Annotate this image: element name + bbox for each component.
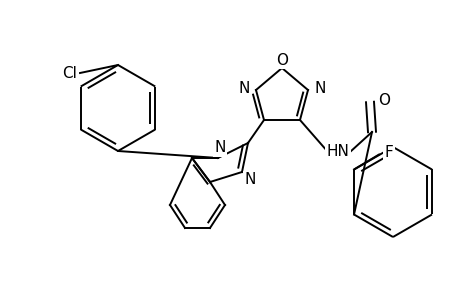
Text: N: N	[238, 80, 249, 95]
Text: O: O	[377, 92, 389, 107]
Text: N: N	[214, 140, 225, 155]
Text: F: F	[384, 145, 392, 160]
Text: O: O	[275, 52, 287, 68]
Text: HN: HN	[326, 145, 349, 160]
Text: N: N	[244, 172, 255, 188]
Text: Cl: Cl	[62, 65, 77, 80]
Text: N: N	[313, 80, 325, 95]
